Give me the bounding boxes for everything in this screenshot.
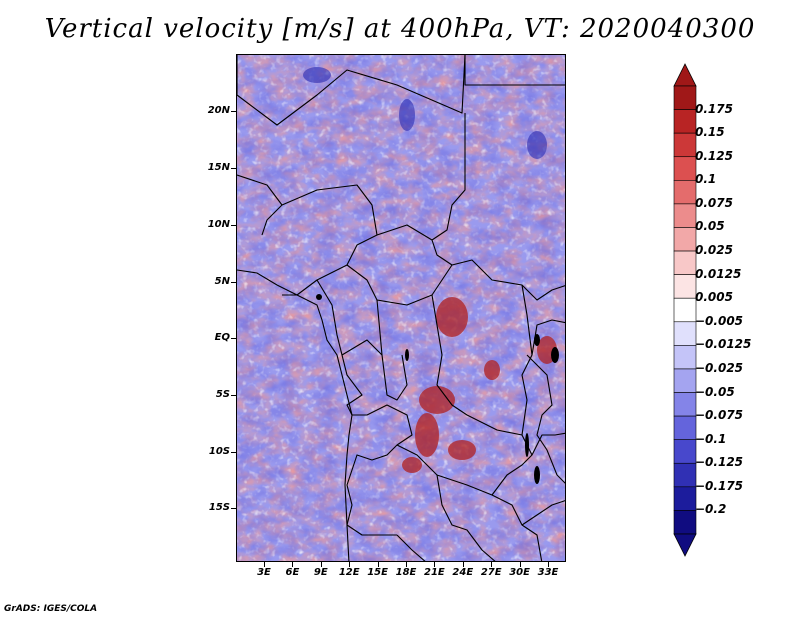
colorbar-swatch xyxy=(673,462,697,488)
colorbar-swatch xyxy=(673,321,697,346)
colorbar-swatch xyxy=(673,415,697,440)
lon-tick-label: 21E xyxy=(424,567,445,578)
colorbar-label: 0.025 xyxy=(695,243,733,258)
colorbar-swatch xyxy=(673,85,697,110)
map-title: Vertical velocity [m/s] at 400hPa, VT: 2… xyxy=(44,14,756,44)
colorbar-swatch xyxy=(673,368,697,393)
lat-tick-mark xyxy=(231,282,236,283)
colorbar-label: −0.175 xyxy=(695,478,744,493)
lakes xyxy=(316,294,559,484)
colorbar-swatch xyxy=(673,203,697,228)
colorbar-label: −0.025 xyxy=(695,360,744,375)
colorbar-label: −0.1 xyxy=(695,431,727,446)
lat-tick-mark xyxy=(231,225,236,226)
lat-tick-label: 10S xyxy=(208,446,230,457)
colorbar-label: 0.1 xyxy=(695,172,717,187)
colorbar-label: −0.2 xyxy=(695,502,727,517)
lat-tick-label: EQ xyxy=(214,332,230,343)
lon-tick-mark xyxy=(292,562,294,567)
lon-tick-label: 15E xyxy=(367,567,388,578)
lon-tick-label: 27E xyxy=(480,567,502,578)
lat-tick-label: 15S xyxy=(208,502,230,513)
lat-tick-mark xyxy=(231,168,236,169)
footer-credit: GrADS: IGES/COLA xyxy=(4,604,98,614)
lon-tick-mark xyxy=(434,562,436,567)
colorbar-label: −0.005 xyxy=(695,313,744,328)
lon-tick-mark xyxy=(462,562,464,567)
colorbar-swatch xyxy=(673,109,697,134)
colorbar-label: 0.075 xyxy=(695,195,733,210)
colorbar-swatch xyxy=(673,297,697,323)
lon-tick-label: 18E xyxy=(395,567,417,578)
colorbar-swatch xyxy=(673,486,697,511)
country-boundaries xyxy=(237,55,565,561)
lon-tick-label: 30E xyxy=(509,567,530,578)
colorbar-max-arrow xyxy=(673,63,697,87)
colorbar-label: 0.175 xyxy=(695,101,733,116)
colorbar-label: 0.05 xyxy=(695,219,725,234)
lat-tick-label: 20N xyxy=(207,105,230,116)
lat-tick-label: 5N xyxy=(214,276,230,287)
lat-tick-mark xyxy=(231,508,236,509)
lat-tick-mark xyxy=(231,111,236,112)
lat-tick-mark xyxy=(231,395,236,396)
colorbar-swatch xyxy=(673,132,697,158)
colorbar-swatch xyxy=(673,227,697,252)
velocity-map xyxy=(236,54,566,562)
lon-tick-mark xyxy=(349,562,351,567)
colorbar-label: 0.005 xyxy=(695,290,733,305)
colorbar xyxy=(670,60,700,560)
field-downdraft xyxy=(237,55,565,561)
lon-tick-mark xyxy=(406,562,407,567)
convective-cells xyxy=(402,297,557,473)
colorbar-label: 0.0125 xyxy=(695,266,742,281)
colorbar-label: −0.0125 xyxy=(695,337,752,352)
colorbar-label: 0.125 xyxy=(695,148,733,163)
colorbar-label: 0.15 xyxy=(695,125,725,140)
lon-tick-mark xyxy=(519,562,521,567)
colorbar-swatch xyxy=(673,392,697,417)
lon-tick-mark xyxy=(264,562,265,567)
lat-tick-label: 15N xyxy=(207,162,230,173)
lon-tick-mark xyxy=(491,562,493,567)
lon-tick-label: 24E xyxy=(452,567,474,578)
colorbar-min-arrow xyxy=(673,533,697,557)
colorbar-label: −0.125 xyxy=(695,455,744,470)
lon-tick-label: 12E xyxy=(338,567,360,578)
colorbar-label: −0.05 xyxy=(695,384,735,399)
colorbar-swatch xyxy=(673,156,697,181)
colorbar-swatch xyxy=(673,274,697,299)
lat-tick-mark xyxy=(231,452,236,453)
lon-tick-label: 3E xyxy=(257,567,271,578)
colorbar-swatch xyxy=(673,439,697,464)
lon-tick-label: 6E xyxy=(285,567,300,578)
lon-tick-mark xyxy=(377,562,379,567)
lon-tick-mark xyxy=(548,562,549,567)
colorbar-swatch xyxy=(673,510,697,535)
lon-tick-label: 9E xyxy=(313,567,328,578)
colorbar-swatch xyxy=(673,180,697,205)
colorbar-swatch xyxy=(673,250,697,275)
lon-tick-mark xyxy=(320,562,322,567)
lat-tick-label: 10N xyxy=(207,219,230,230)
lat-tick-label: 5S xyxy=(215,389,230,400)
lat-tick-mark xyxy=(231,338,236,339)
lon-tick-label: 33E xyxy=(537,567,559,578)
colorbar-label: −0.075 xyxy=(695,408,744,423)
strong-downdrafts xyxy=(303,67,547,159)
coastline xyxy=(237,269,565,561)
colorbar-swatch xyxy=(673,345,697,370)
